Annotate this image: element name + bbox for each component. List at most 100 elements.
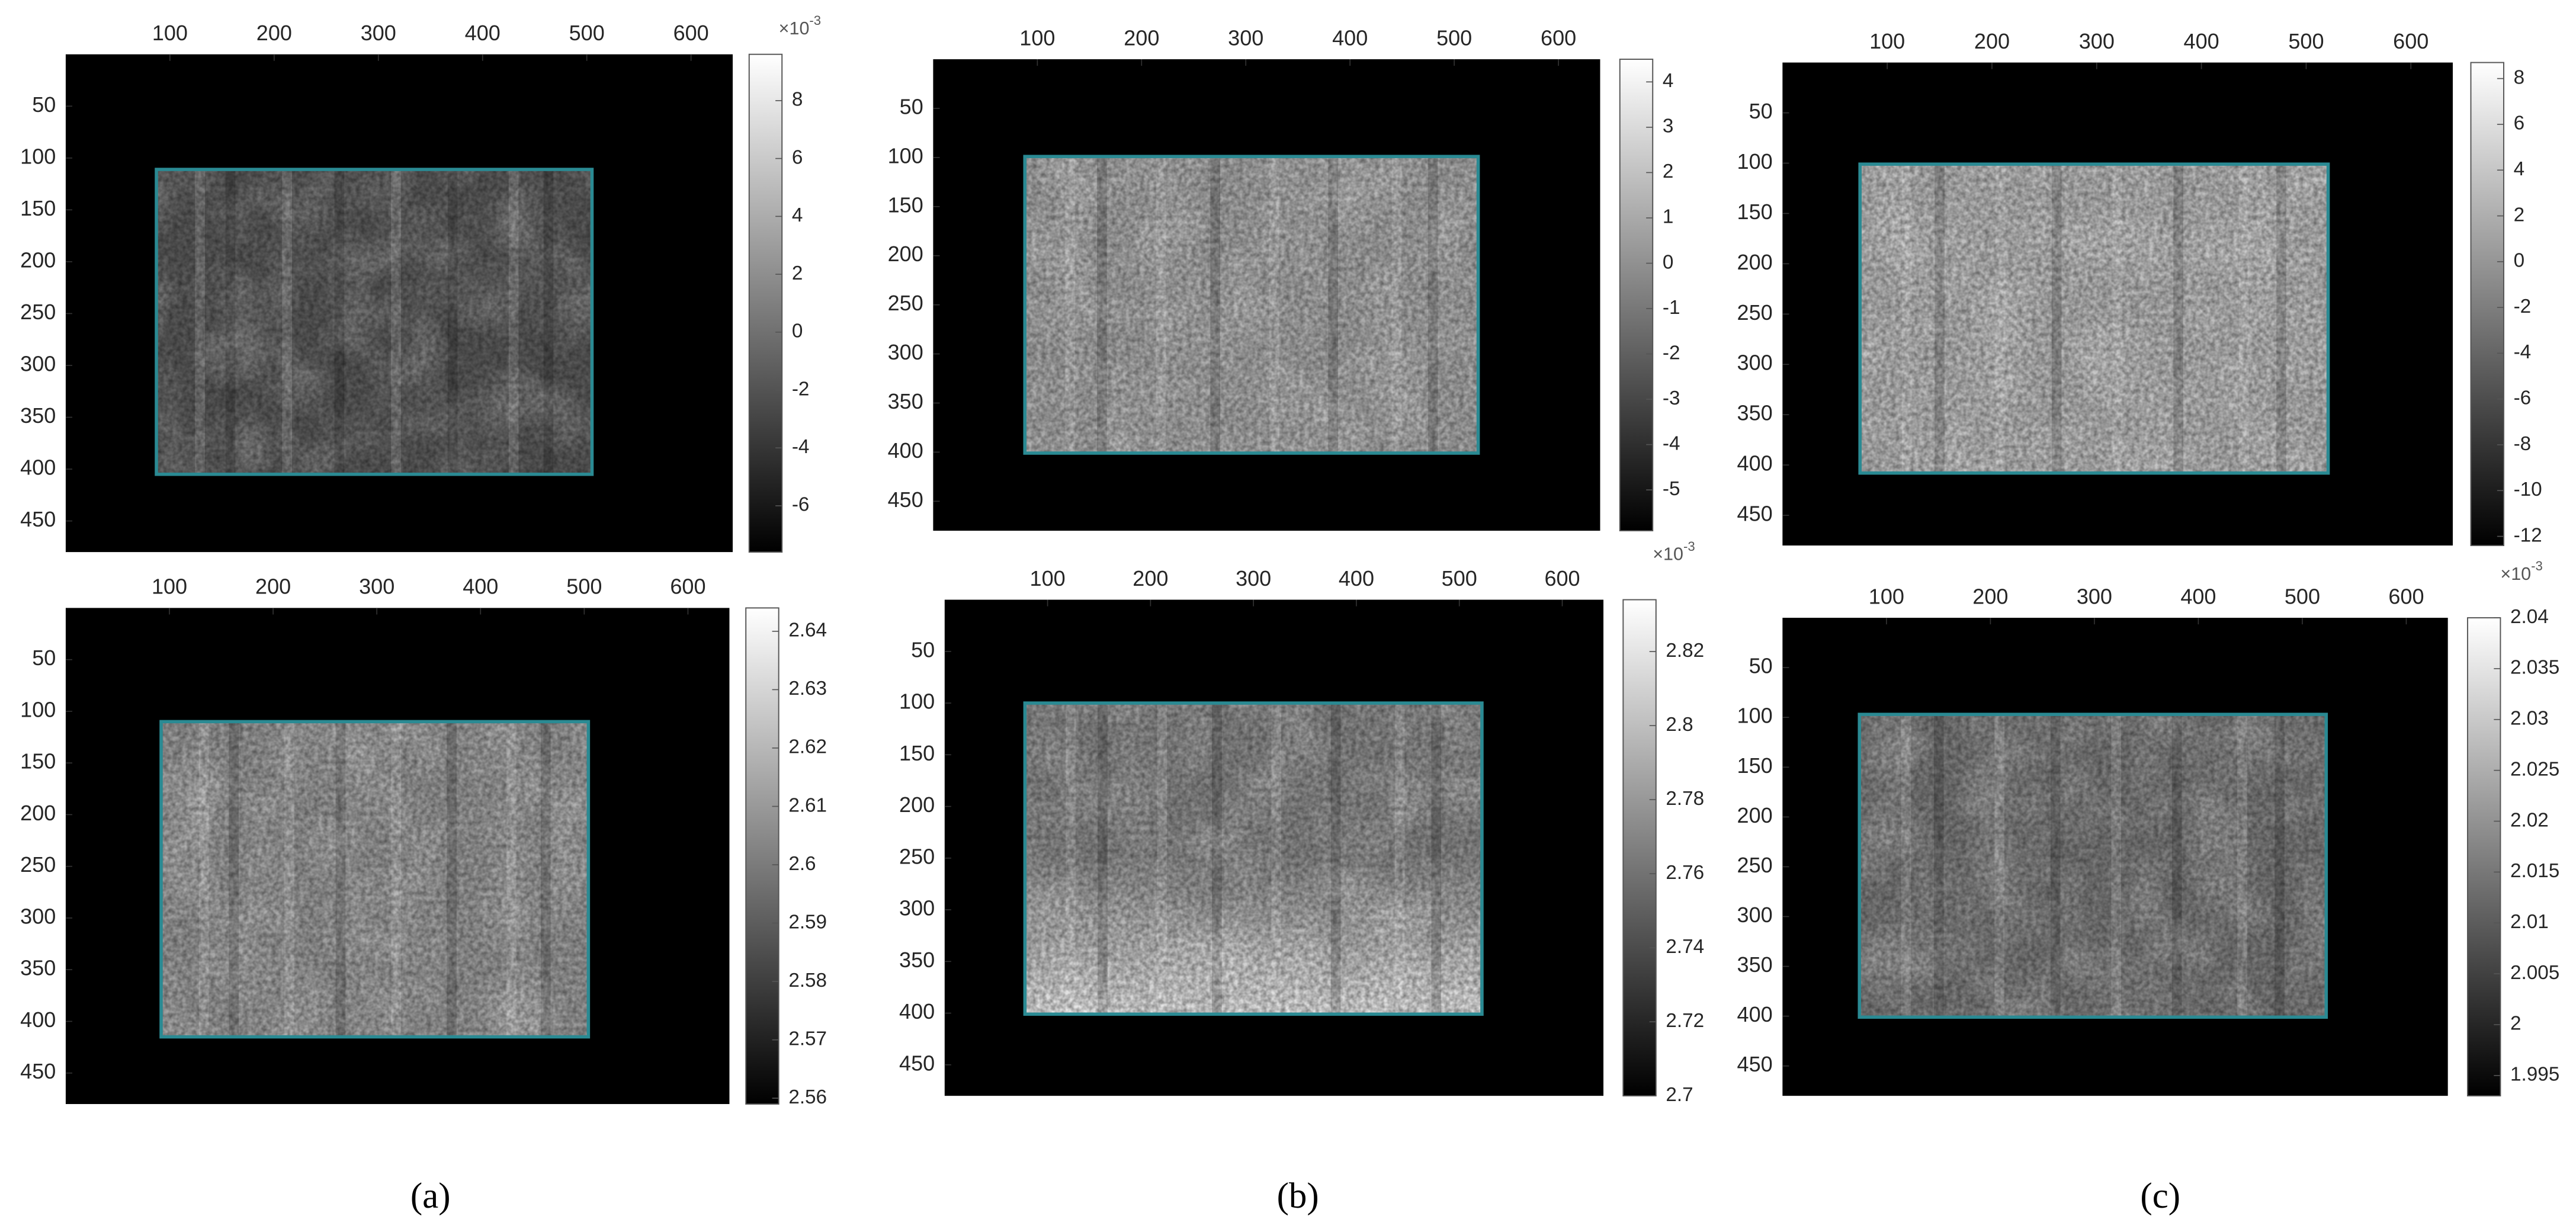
image-region	[161, 721, 589, 1037]
colorbar-tick-label: 8	[792, 89, 803, 111]
y-tick-label: 300	[899, 896, 935, 920]
x-tick-label: 200	[1124, 25, 1159, 50]
panel: 100 200 300 400 500 6005010015020025030035040…	[20, 13, 821, 553]
colorbar-tick-label: 6	[2514, 113, 2525, 134]
colorbar-tick-label: 2.6	[788, 853, 816, 875]
x-tick-label: 500	[2288, 29, 2324, 53]
y-tick-label: 150	[899, 741, 935, 765]
colorbar	[2470, 62, 2504, 546]
colorbar-tick-label: 4	[792, 204, 803, 226]
roi-box	[1858, 162, 2330, 475]
y-tick-label: 100	[20, 144, 56, 168]
y-tick-label: 350	[899, 948, 935, 972]
x-tick-label: 200	[256, 21, 292, 45]
y-tick-label: 200	[20, 801, 56, 825]
exponent-base: ×10	[2500, 564, 2531, 584]
colorbar-tick-label: 2.03	[2510, 708, 2549, 730]
colorbar-tick-label: 6	[792, 146, 803, 168]
colorbar	[745, 607, 779, 1105]
y-tick-label: 50	[32, 646, 56, 670]
y-tick-label: 300	[1737, 903, 1773, 927]
exponent-base: ×10	[1653, 544, 1683, 564]
colorbar-tick-label: 2.76	[1666, 862, 1704, 884]
x-tick-label: 500	[1436, 25, 1472, 50]
colorbar-tick-label: 2	[1663, 161, 1674, 182]
caption: (c)	[2140, 1176, 2180, 1216]
x-tick-label: 400	[465, 21, 501, 45]
x-tick-label: 300	[1228, 25, 1263, 50]
y-tick-label: 200	[888, 242, 923, 266]
colorbar-tick-label: 2.02	[2510, 809, 2549, 831]
colorbar-tick-label: 2.57	[788, 1028, 827, 1050]
colorbar-tick-label: 2.64	[788, 620, 827, 641]
colorbar-tick-label: 2.01	[2510, 911, 2549, 933]
exponent-power: -3	[809, 13, 821, 28]
x-tick-label: 500	[1442, 566, 1477, 591]
y-tick-label: 200	[1737, 250, 1773, 274]
colorbar-tick-label: 2.63	[788, 678, 827, 699]
colorbar-tick-label: -4	[2514, 341, 2532, 363]
x-tick-label: 400	[1332, 25, 1368, 50]
y-tick-label: 200	[899, 792, 935, 817]
y-tick-label: 400	[899, 999, 935, 1023]
x-tick-label: 300	[359, 575, 394, 599]
colorbar-tick-label: 4	[2514, 158, 2525, 180]
panel: 100 200 300 400 500 6005010015020025030035040…	[888, 25, 1680, 532]
colorbar-tick-label: -10	[2514, 479, 2542, 500]
colorbar-tick-label: 2.015	[2510, 860, 2559, 882]
y-tick-label: 300	[20, 904, 56, 928]
image-region	[1860, 164, 2328, 473]
colorbar-tick-label: -2	[1663, 342, 1680, 364]
panel: 100 200 300 400 500 6005010015020025030035040…	[899, 539, 1704, 1106]
roi-box	[155, 168, 594, 476]
x-tick-label: 600	[1541, 25, 1576, 50]
roi-box	[1023, 701, 1484, 1016]
colorbar-tick-label: 2.56	[788, 1086, 827, 1108]
x-tick-label: 400	[463, 575, 498, 599]
colorbar-tick-label: -2	[2514, 296, 2532, 317]
y-tick-label: 100	[899, 689, 935, 714]
x-tick-label: 500	[2285, 584, 2320, 608]
exponent-power: -3	[1683, 539, 1695, 554]
y-tick-label: 450	[888, 487, 923, 512]
x-tick-label: 300	[1236, 566, 1271, 591]
y-tick-label: 350	[888, 389, 923, 413]
y-tick-label: 100	[1737, 149, 1773, 174]
colorbar-tick-label: 2.58	[788, 970, 827, 991]
colorbar-tick-label: 2.025	[2510, 758, 2559, 780]
colorbar-tick-label: 1	[1663, 206, 1674, 228]
x-tick-label: 100	[1030, 566, 1066, 591]
colorbar-tick-label: 2.035	[2510, 657, 2559, 679]
roi-box	[1858, 713, 2328, 1019]
x-tick-label: 300	[2077, 584, 2112, 608]
colorbar-tick-label: -2	[792, 378, 810, 400]
y-tick-label: 50	[32, 92, 56, 117]
colorbar-exponent: ×10-3	[1653, 539, 1695, 564]
caption: (b)	[1277, 1176, 1319, 1216]
y-tick-label: 250	[20, 300, 56, 324]
x-tick-label: 300	[2079, 29, 2115, 53]
colorbar	[1622, 599, 1657, 1097]
colorbar-tick-label: 2.61	[788, 794, 827, 816]
colorbar-tick-label: 0	[2514, 250, 2525, 272]
colorbar-tick-label: 4	[1663, 70, 1674, 92]
x-tick-label: 100	[1869, 29, 1905, 53]
y-tick-label: 450	[20, 1059, 56, 1083]
y-tick-label: 300	[20, 351, 56, 376]
y-tick-label: 250	[20, 852, 56, 877]
y-tick-label: 200	[20, 248, 56, 272]
image-region	[1025, 703, 1482, 1015]
colorbar-tick-label: -4	[1663, 432, 1680, 454]
colorbar-tick-label: 2.005	[2510, 962, 2559, 984]
roi-box	[159, 720, 591, 1039]
x-tick-label: 200	[1133, 566, 1168, 591]
image-region	[156, 169, 592, 474]
y-tick-label: 150	[1737, 200, 1773, 224]
image-region	[1859, 714, 2327, 1018]
colorbar-tick-label: 0	[792, 320, 803, 342]
image-region	[1025, 156, 1478, 454]
y-tick-label: 50	[900, 94, 923, 118]
caption: (a)	[410, 1176, 451, 1216]
